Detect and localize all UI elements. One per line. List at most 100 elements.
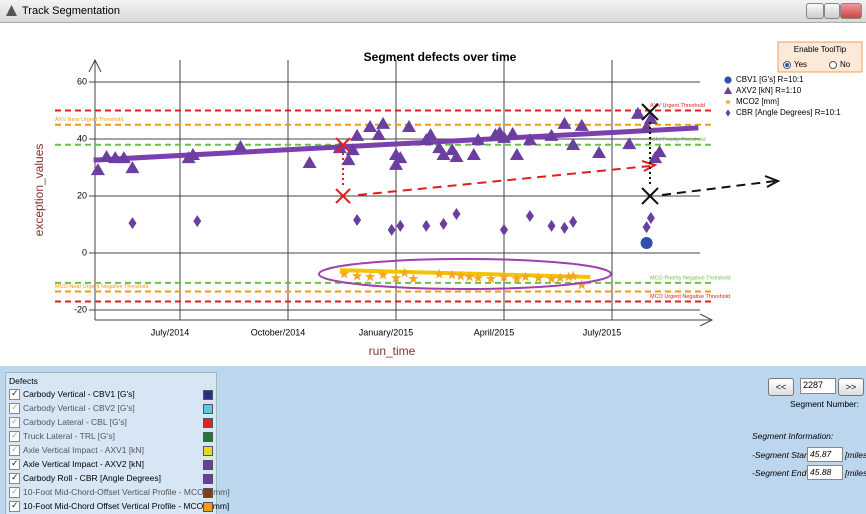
tooltip-title: Enable ToolTip xyxy=(794,45,847,54)
defect-label: 10-Foot Mid-Chord-Offset Vertical Profil… xyxy=(23,487,230,497)
red-arrowhead xyxy=(641,160,658,172)
x-axis xyxy=(95,313,714,327)
title-bar: Track Segmentation xyxy=(0,0,866,23)
checkbox[interactable] xyxy=(9,402,20,414)
data-point xyxy=(554,272,566,283)
data-point xyxy=(90,163,105,176)
defect-label: Truck Lateral - TRL [G's] xyxy=(23,431,115,441)
data-point xyxy=(643,112,658,125)
red-arrow xyxy=(357,165,651,196)
data-point xyxy=(351,270,363,281)
defects-list: Defects Carbody Vertical - CBV1 [G's] Car… xyxy=(5,372,230,514)
checkbox[interactable] xyxy=(9,444,20,456)
segment-start-value: 45.87 xyxy=(807,447,843,462)
prev-button[interactable]: << xyxy=(768,378,794,396)
data-point xyxy=(642,221,651,234)
data-point xyxy=(557,116,572,129)
data-point xyxy=(522,133,537,146)
data-point xyxy=(547,219,556,232)
data-point xyxy=(408,273,419,284)
checkbox[interactable] xyxy=(9,430,20,442)
data-point xyxy=(185,147,200,160)
data-point xyxy=(364,271,376,282)
color-swatch xyxy=(203,502,213,512)
chart: Segment defects over time run_time excep… xyxy=(0,22,866,366)
y-tick-label: -20 xyxy=(74,304,87,314)
threshold-label: MCO Urgent Negative Threshold xyxy=(650,294,730,300)
defect-item: Truck Lateral - TRL [G's] xyxy=(9,430,214,443)
close-button[interactable] xyxy=(840,3,862,19)
legend-marker xyxy=(724,98,732,105)
data-point xyxy=(546,273,557,284)
threshold-label: AXV Near Urgent Threshold xyxy=(55,117,123,123)
checkbox[interactable] xyxy=(9,486,20,498)
data-point xyxy=(436,147,451,160)
color-swatch xyxy=(203,390,213,400)
data-point xyxy=(376,116,391,129)
data-point xyxy=(396,219,405,232)
threshold-label: MCO Near Urgent Negative Threshold xyxy=(55,284,148,290)
chart-title: Segment defects over time xyxy=(364,50,517,64)
highlight-ellipse xyxy=(318,258,612,290)
radio-no[interactable] xyxy=(829,61,837,69)
data-point xyxy=(353,213,362,226)
black-cross xyxy=(641,103,659,121)
defect-item: 10-Foot Mid-Chord Offset Vertical Profil… xyxy=(9,500,229,513)
x-tick-label: January/2015 xyxy=(359,327,414,337)
tooltip-toggle: Enable ToolTip Yes No xyxy=(777,41,863,73)
minimize-button[interactable] xyxy=(806,3,824,19)
window-title: Track Segmentation xyxy=(22,5,121,17)
threshold-label: AXV Urgent Threshold xyxy=(650,103,705,109)
data-point xyxy=(233,139,248,152)
defect-label: Carbody Roll - CBR [Angle Degrees] xyxy=(23,473,161,483)
data-point xyxy=(498,271,510,282)
checkbox[interactable] xyxy=(9,416,20,428)
defect-item: Carbody Roll - CBR [Angle Degrees] xyxy=(9,472,214,485)
defect-label: Carbody Vertical - CBV1 [G's] xyxy=(23,389,135,399)
segment-start-label: -Segment Start : xyxy=(752,450,814,460)
next-button[interactable]: >> xyxy=(838,378,864,396)
data-point xyxy=(511,273,523,284)
x-tick-label: July/2014 xyxy=(151,327,190,337)
data-point xyxy=(99,149,114,162)
data-point xyxy=(630,106,645,119)
checkbox[interactable] xyxy=(9,458,20,470)
checkbox[interactable] xyxy=(9,472,20,484)
data-point xyxy=(338,268,350,279)
defect-label: 10-Foot Mid-Chord Offset Vertical Profil… xyxy=(23,501,230,511)
x-axis-label: run_time xyxy=(369,344,416,358)
segment-number-input[interactable]: 2287 xyxy=(800,378,836,394)
data-point xyxy=(500,223,508,236)
data-point xyxy=(350,128,365,141)
data-point xyxy=(497,130,511,143)
data-point xyxy=(401,120,416,133)
segment-end-label: -Segment End : xyxy=(752,468,812,478)
unit-label: [miles] xyxy=(845,450,866,460)
defect-item: Axle Vertical Impact - AXV1 [kN] xyxy=(9,444,214,457)
bottom-panel: Defects Carbody Vertical - CBV1 [G's] Car… xyxy=(0,366,866,514)
data-point xyxy=(569,215,578,228)
data-point xyxy=(639,120,654,133)
radio-label: Yes xyxy=(794,60,807,69)
defect-item: Axle Vertical Impact - AXV2 [kN] xyxy=(9,458,214,471)
data-point xyxy=(390,272,402,283)
data-point xyxy=(377,269,389,280)
color-swatch xyxy=(203,432,213,442)
data-point xyxy=(509,147,524,160)
black-arrowhead xyxy=(764,175,781,188)
data-point xyxy=(452,207,461,220)
checkbox[interactable] xyxy=(9,388,20,400)
chart-background xyxy=(0,22,866,366)
defect-item: Carbody Lateral - CBL [G's] xyxy=(9,416,214,429)
data-point xyxy=(393,151,408,164)
data-point xyxy=(433,268,445,279)
color-swatch xyxy=(203,418,213,428)
maximize-button[interactable] xyxy=(824,3,840,19)
data-point xyxy=(466,147,481,160)
data-point xyxy=(302,155,317,168)
data-point xyxy=(116,151,131,164)
data-point xyxy=(389,157,403,170)
checkbox[interactable] xyxy=(9,500,20,512)
threshold-label: MCO Priority Negative Threshold xyxy=(650,275,731,281)
data-point xyxy=(341,153,356,166)
